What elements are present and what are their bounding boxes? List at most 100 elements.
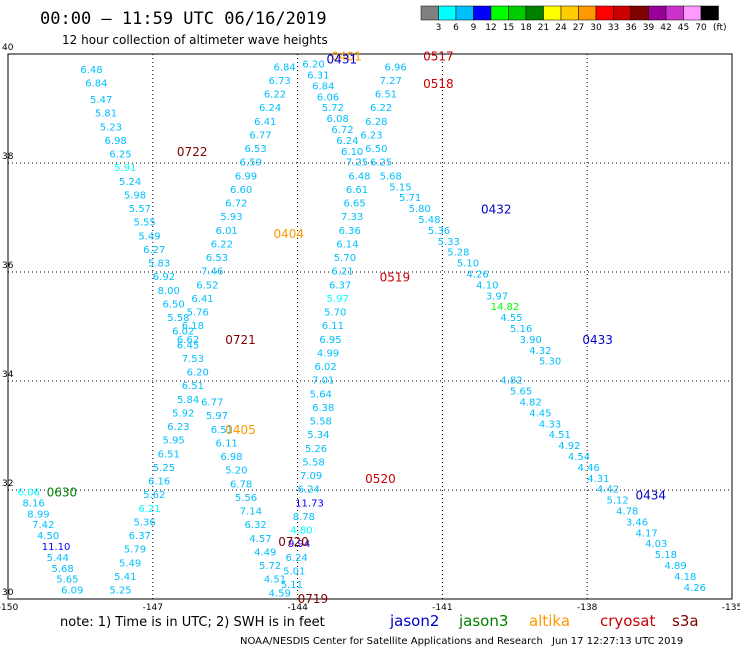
wave-height-label: 6.78	[230, 479, 252, 490]
wave-height-label: 4.51	[549, 430, 571, 441]
y-tick-label: 30	[2, 588, 14, 598]
wave-height-label: 5.79	[124, 545, 146, 556]
wave-height-label: 8.16	[22, 498, 44, 509]
colorbar-swatch	[560, 5, 579, 21]
wave-height-label: 6.22	[211, 239, 233, 250]
wave-height-label: 8.78	[293, 512, 315, 523]
pass-label-jason2: 0433	[582, 333, 613, 347]
wave-height-label: 6.51	[375, 90, 397, 101]
pass-label-s3a: 0720	[278, 535, 309, 549]
wave-height-label: 5.83	[148, 259, 170, 270]
wave-height-label: 6.18	[182, 321, 204, 332]
wave-height-label: 6.41	[254, 117, 276, 128]
wave-height-label: 5.48	[418, 215, 440, 226]
wave-height-label: 4.17	[635, 528, 657, 539]
wave-height-label: 5.24	[119, 177, 141, 188]
wave-height-label: 6.84	[85, 79, 107, 90]
wave-height-label: 6.02	[314, 362, 336, 373]
wave-height-label: 5.28	[447, 248, 469, 259]
wave-height-label: 5.95	[162, 436, 184, 447]
colorbar-swatch	[665, 5, 684, 21]
wave-height-label: 7.53	[182, 354, 204, 365]
wave-height-label: 14.82	[491, 302, 520, 313]
colorbar-label: 21	[538, 23, 549, 33]
wave-height-label: 6.51	[182, 381, 204, 392]
wave-height-label: 11.73	[295, 498, 324, 509]
wave-height-label: 5.97	[206, 411, 228, 422]
wave-height-label: 5.25	[109, 586, 131, 597]
footer-note: note: 1) Time is in UTC; 2) SWH is in fe…	[60, 615, 325, 630]
wave-height-label: 4.57	[249, 534, 271, 545]
wave-height-label: 6.92	[153, 272, 175, 283]
pass-label-jason2: 0431	[327, 52, 358, 66]
colorbar-label: 45	[678, 23, 689, 33]
x-tick-label: -141	[432, 603, 452, 613]
colorbar-swatch	[490, 5, 509, 21]
wave-height-label: 5.92	[172, 408, 194, 419]
wave-height-label: 5.47	[90, 95, 112, 106]
plot-frame	[7, 53, 733, 600]
wave-height-label: 4.92	[558, 441, 580, 452]
wave-height-label: 6.77	[201, 398, 223, 409]
wave-height-label: 7.14	[240, 507, 262, 518]
wave-height-label: 6.22	[370, 103, 392, 114]
wave-height-label: 3.90	[520, 335, 542, 346]
wave-height-label: 5.97	[327, 294, 349, 305]
wave-height-label: 4.59	[269, 588, 291, 599]
chart-subtitle: 12 hour collection of altimeter wave hei…	[62, 33, 328, 47]
wave-height-label: 6.53	[245, 144, 267, 155]
wave-height-label: 6.21	[138, 504, 160, 515]
wave-height-label: 5.36	[428, 226, 450, 237]
y-tick-label: 36	[2, 261, 14, 271]
wave-height-label: 6.24	[336, 136, 358, 147]
pass-label-jason3: 0630	[47, 486, 78, 500]
wave-height-label: 3.97	[486, 291, 508, 302]
wave-height-label: 3.46	[626, 517, 648, 528]
wave-height-label: 6.41	[191, 294, 213, 305]
pass-label-jason2: 0434	[635, 488, 666, 502]
wave-height-label: 5.81	[95, 109, 117, 120]
wave-height-label: 6.98	[220, 452, 242, 463]
wave-height-label: 6.72	[331, 125, 353, 136]
colorbar-swatch	[420, 5, 439, 21]
y-tick-label: 38	[2, 152, 14, 162]
wave-height-label: 5.25	[153, 463, 175, 474]
gridlines	[8, 54, 732, 599]
wave-height-label: 4.18	[674, 572, 696, 583]
wave-height-label: 4.50	[37, 531, 59, 542]
colorbar-label: 6	[453, 23, 459, 33]
colorbar-swatch	[595, 5, 614, 21]
colorbar-swatch	[578, 5, 597, 21]
pass-label-cryosat: 0519	[380, 270, 411, 284]
colorbar-label: 12	[485, 23, 496, 33]
wave-height-label: 6.27	[143, 245, 165, 256]
wave-height-label: 6.28	[365, 117, 387, 128]
wave-height-label: 5.65	[510, 387, 532, 398]
wave-height-label: 6.99	[235, 171, 257, 182]
wave-height-label: 4.31	[587, 474, 609, 485]
wave-height-label: 5.68	[380, 171, 402, 182]
wave-height-label: 4.89	[664, 561, 686, 572]
colorbar-label: 24	[555, 23, 567, 33]
wave-height-label: 4.26	[467, 269, 489, 280]
wave-height-label: 7.46	[201, 267, 223, 278]
colorbar-swatch	[525, 5, 544, 21]
wave-height-label: 6.59	[240, 158, 262, 169]
wave-height-label: 6.61	[346, 185, 368, 196]
wave-height-label: 5.68	[51, 564, 73, 575]
colorbar-swatch	[543, 5, 562, 21]
wave-height-label: 6.20	[187, 368, 209, 379]
wave-height-label: 5.65	[56, 575, 78, 586]
wave-height-label: 6.01	[216, 226, 238, 237]
wave-height-label: 4.45	[529, 408, 551, 419]
wave-height-label: 7.27	[380, 76, 402, 87]
colorbar-label: 27	[573, 23, 584, 33]
wave-height-label: 5.58	[310, 417, 332, 428]
wave-height-label: 6.31	[307, 71, 329, 82]
colorbar-label: 70	[695, 23, 707, 33]
wave-height-label: 4.46	[578, 463, 600, 474]
colorbar-swatch	[683, 5, 702, 21]
x-tick-label: -147	[143, 603, 163, 613]
wave-height-label: 6.73	[269, 76, 291, 87]
